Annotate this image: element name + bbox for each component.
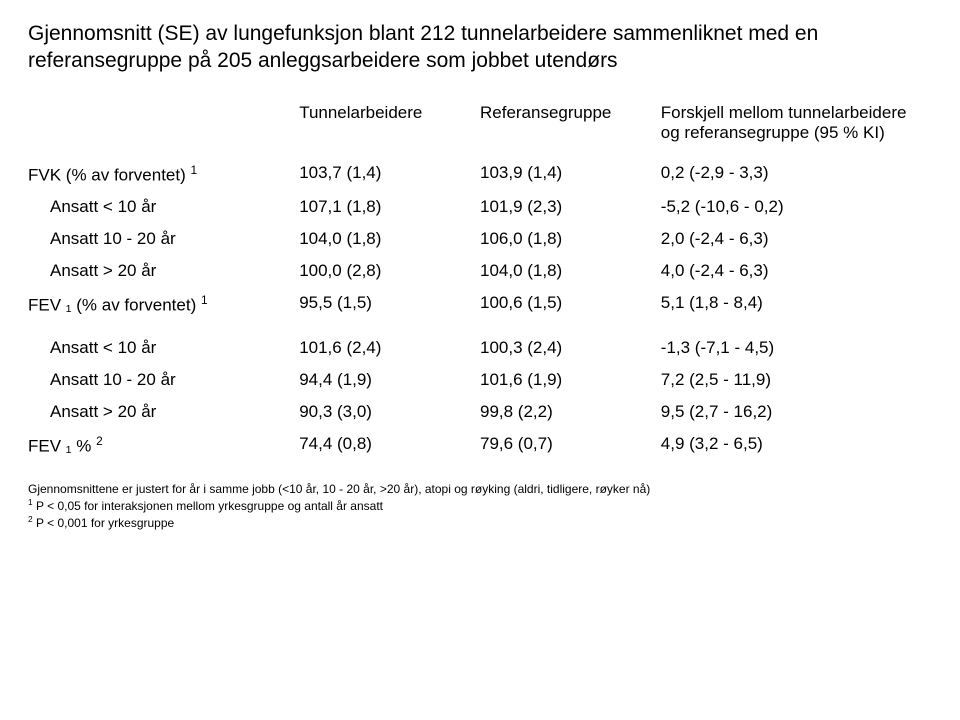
row-label: Ansatt < 10 år [28,191,299,223]
footnote-line2: 1 P < 0,05 for interaksjonen mellom yrke… [28,497,932,514]
row-value: -1,3 (-7,1 - 4,5) [661,332,932,364]
row-value: 107,1 (1,8) [299,191,480,223]
row-value: 4,0 (-2,4 - 6,3) [661,255,932,287]
table-row: FVK (% av forventet) 1103,7 (1,4)103,9 (… [28,157,932,192]
row-value: 99,8 (2,2) [480,396,661,428]
row-value: 74,4 (0,8) [299,428,480,463]
row-value: 104,0 (1,8) [480,255,661,287]
footnote-line1: Gjennomsnittene er justert for år i samm… [28,481,932,497]
page-title: Gjennomsnitt (SE) av lungefunksjon blant… [28,20,932,75]
row-value: 7,2 (2,5 - 11,9) [661,364,932,396]
table-row: FEV ₁ % 274,4 (0,8)79,6 (0,7)4,9 (3,2 - … [28,428,932,463]
row-value: 106,0 (1,8) [480,223,661,255]
row-value: 100,0 (2,8) [299,255,480,287]
row-value: 9,5 (2,7 - 16,2) [661,396,932,428]
row-value: 4,9 (3,2 - 6,5) [661,428,932,463]
row-value: 101,6 (1,9) [480,364,661,396]
footnotes: Gjennomsnittene er justert for år i samm… [28,481,932,532]
row-label: Ansatt > 20 år [28,255,299,287]
row-value: 5,1 (1,8 - 8,4) [661,287,932,322]
row-label: Ansatt 10 - 20 år [28,223,299,255]
table-body: FVK (% av forventet) 1103,7 (1,4)103,9 (… [28,157,932,463]
table-row: Ansatt > 20 år100,0 (2,8)104,0 (1,8)4,0 … [28,255,932,287]
row-value: 95,5 (1,5) [299,287,480,322]
table-row: Ansatt 10 - 20 år94,4 (1,9)101,6 (1,9)7,… [28,364,932,396]
row-label: Ansatt < 10 år [28,332,299,364]
row-value: 103,7 (1,4) [299,157,480,192]
table-header-row: Tunnelarbeidere Referansegruppe Forskjel… [28,97,932,157]
header-ref: Referansegruppe [480,97,661,157]
row-value: 101,9 (2,3) [480,191,661,223]
row-label: Ansatt 10 - 20 år [28,364,299,396]
row-value: 79,6 (0,7) [480,428,661,463]
table-row: Ansatt 10 - 20 år104,0 (1,8)106,0 (1,8)2… [28,223,932,255]
footnote-line3: 2 P < 0,001 for yrkesgruppe [28,514,932,531]
row-label: FVK (% av forventet) 1 [28,157,299,192]
header-tunnel: Tunnelarbeidere [299,97,480,157]
data-table: Tunnelarbeidere Referansegruppe Forskjel… [28,97,932,463]
table-row [28,322,932,332]
table-row: FEV ₁ (% av forventet) 195,5 (1,5)100,6 … [28,287,932,322]
row-value: 100,3 (2,4) [480,332,661,364]
header-diff: Forskjell mellom tunnelarbeidere og refe… [661,97,932,157]
table-row: Ansatt < 10 år101,6 (2,4)100,3 (2,4)-1,3… [28,332,932,364]
row-value: 94,4 (1,9) [299,364,480,396]
header-blank [28,97,299,157]
row-value: 100,6 (1,5) [480,287,661,322]
table-row: Ansatt < 10 år107,1 (1,8)101,9 (2,3)-5,2… [28,191,932,223]
row-value: 101,6 (2,4) [299,332,480,364]
row-value: -5,2 (-10,6 - 0,2) [661,191,932,223]
row-label: FEV ₁ (% av forventet) 1 [28,287,299,322]
row-label: Ansatt > 20 år [28,396,299,428]
row-label: FEV ₁ % 2 [28,428,299,463]
row-value: 104,0 (1,8) [299,223,480,255]
row-value: 103,9 (1,4) [480,157,661,192]
row-value: 2,0 (-2,4 - 6,3) [661,223,932,255]
table-row: Ansatt > 20 år90,3 (3,0)99,8 (2,2)9,5 (2… [28,396,932,428]
row-value: 90,3 (3,0) [299,396,480,428]
row-value: 0,2 (-2,9 - 3,3) [661,157,932,192]
